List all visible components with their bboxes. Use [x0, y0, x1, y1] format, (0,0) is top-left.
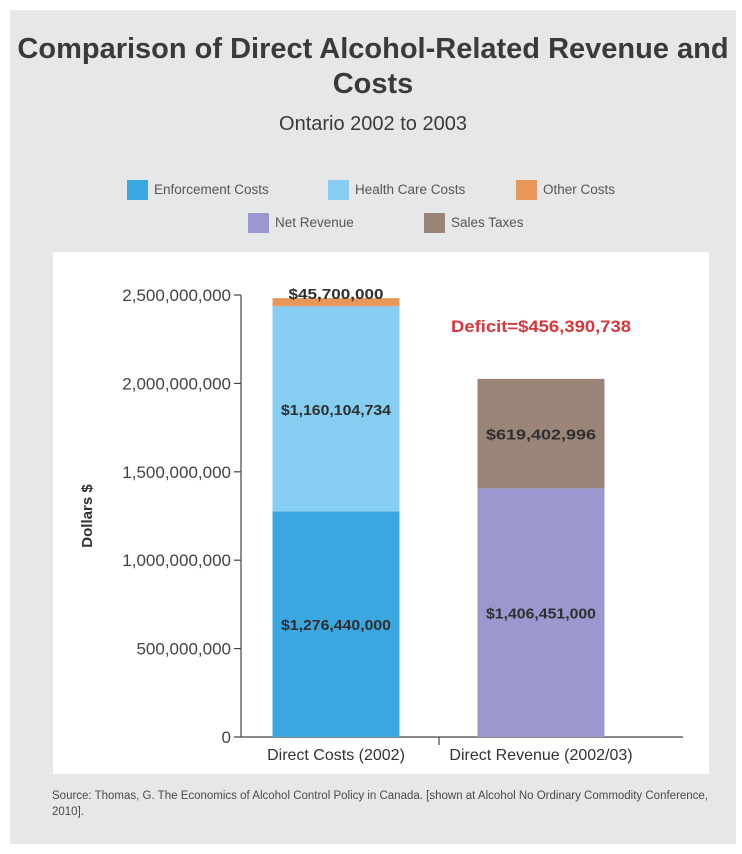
legend-label-enforcement: Enforcement Costs [154, 182, 269, 197]
legend-label-sales-taxes: Sales Taxes [451, 215, 524, 230]
legend-label-net-revenue: Net Revenue [275, 215, 354, 230]
legend-swatch-other [516, 180, 537, 200]
bar-segment-0-2 [272, 298, 400, 307]
data-label-0-1: $1,160,104,734 [281, 402, 392, 419]
y-tick-label-4: 2,000,000,000 [122, 374, 231, 393]
legend-swatch-health-care [328, 180, 349, 200]
data-label-1-4: $619,402,996 [486, 427, 596, 444]
data-label-1-3: $1,406,451,000 [486, 606, 596, 623]
source-note: Source: Thomas, G. The Economics of Alco… [52, 790, 709, 818]
chart-subtitle: Ontario 2002 to 2003 [279, 113, 467, 135]
bar-segment-0-1 [272, 306, 400, 512]
legend-label-health-care: Health Care Costs [355, 182, 466, 197]
y-tick-label-2: 1,000,000,000 [122, 551, 231, 570]
y-tick-label-1: 500,000,000 [136, 640, 231, 659]
x-category-label-1: Direct Revenue (2002/03) [449, 747, 632, 764]
y-tick-label-3: 1,500,000,000 [122, 463, 231, 482]
bar-segment-0-0 [272, 511, 400, 737]
chart-title: Comparison of Direct Alcohol-Related Rev… [17, 33, 729, 100]
legend-label-other: Other Costs [543, 182, 616, 197]
legend-swatch-enforcement [127, 180, 148, 200]
y-tick-label-0: 0 [222, 728, 231, 747]
y-tick-label-5: 2,500,000,000 [122, 286, 231, 305]
data-label-0-2: $45,700,000 [289, 286, 384, 303]
infographic-panel: Comparison of Direct Alcohol-Related Rev… [10, 10, 736, 844]
bar-chart: 0 500,000,000 1,000,000,000 1,500,000,000 2,… [79, 286, 683, 764]
data-label-0-0: $1,276,440,000 [281, 617, 391, 634]
legend-swatch-net-revenue [248, 213, 269, 233]
bar-segment-1-3 [477, 488, 605, 737]
y-axis-label: Dollars $ [79, 484, 96, 548]
deficit-annotation: Deficit=$456,390,738 [451, 317, 631, 336]
plot-area: 0 500,000,000 1,000,000,000 1,500,000,000 2,… [53, 252, 709, 774]
bar-segment-1-4 [477, 378, 605, 489]
legend-swatch-sales-taxes [424, 213, 445, 233]
x-category-label-0: Direct Costs (2002) [267, 747, 405, 764]
